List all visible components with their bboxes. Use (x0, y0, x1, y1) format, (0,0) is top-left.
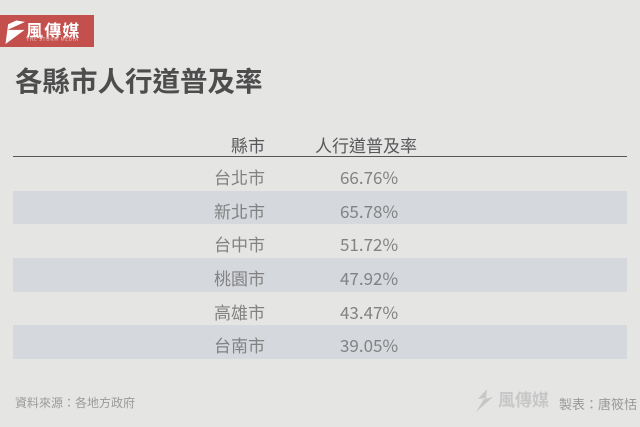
svg-text:風傳媒: 風傳媒 (498, 388, 549, 411)
